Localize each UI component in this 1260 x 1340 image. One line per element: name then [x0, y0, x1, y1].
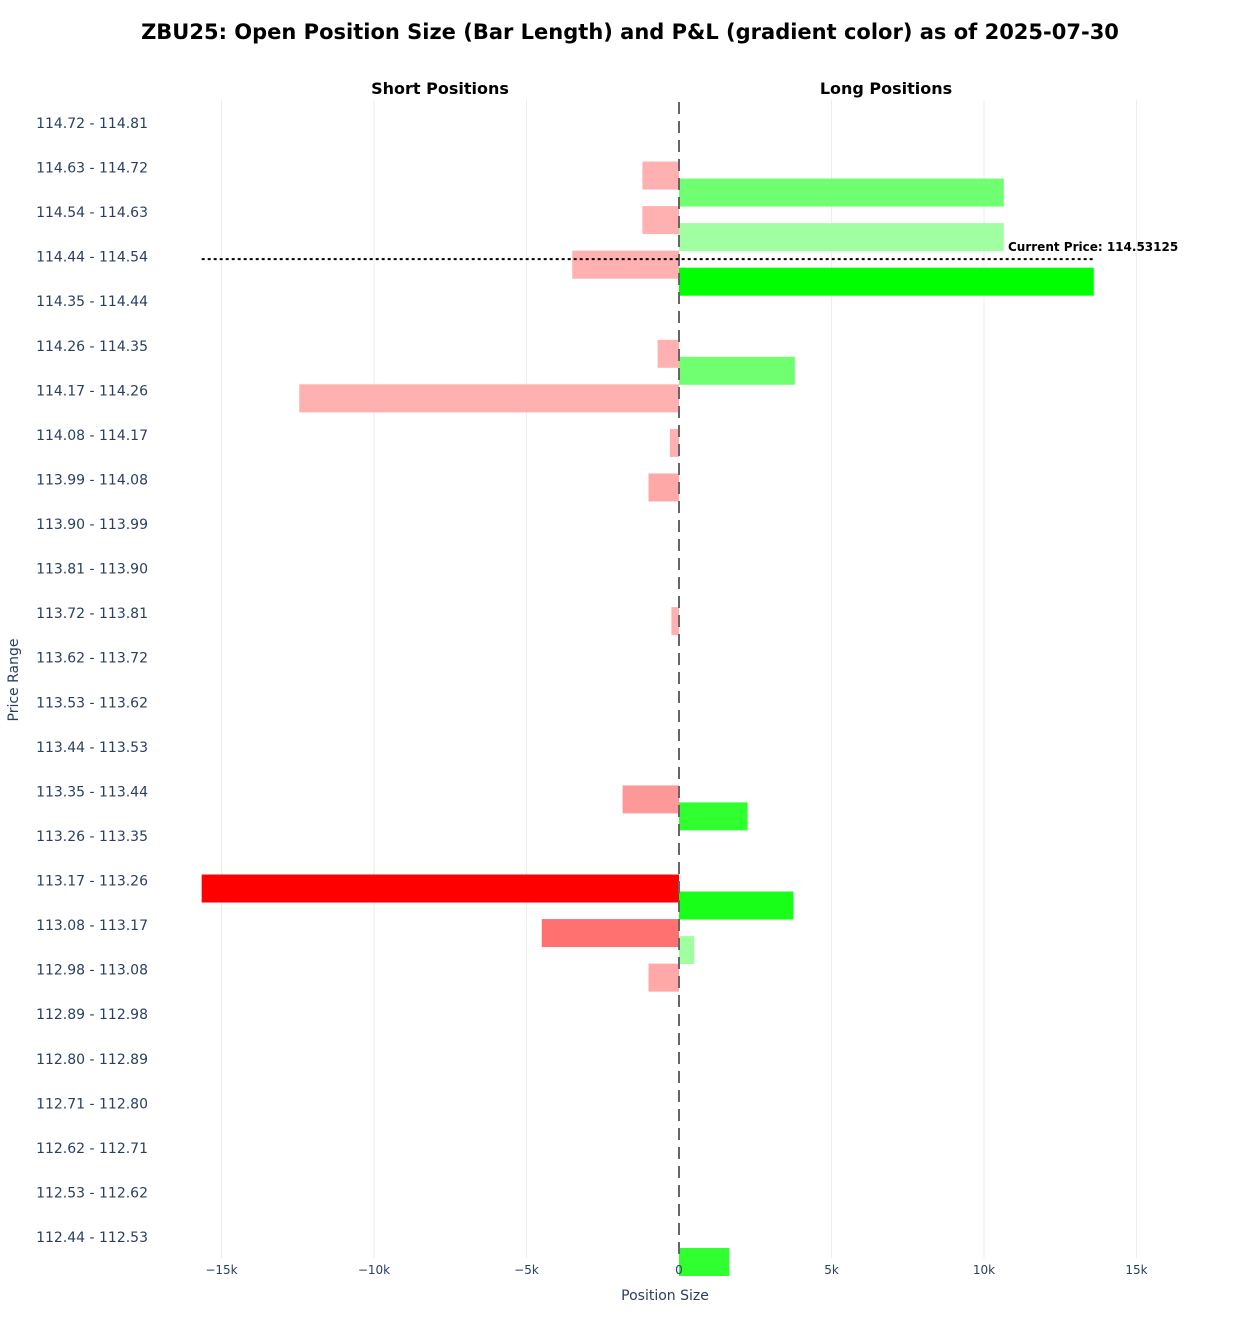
- y-axis-title: Price Range: [6, 639, 22, 722]
- long-bar: [679, 802, 748, 831]
- x-tick-label: −5k: [514, 1263, 539, 1277]
- y-category-label: 113.35 - 113.44: [36, 784, 148, 800]
- y-category-label: 113.99 - 114.08: [36, 472, 148, 488]
- short-bar: [642, 161, 679, 190]
- y-category-label: 113.44 - 113.53: [36, 740, 148, 756]
- y-category-label: 113.17 - 113.26: [36, 874, 148, 890]
- x-tick-label: 15k: [1125, 1263, 1147, 1277]
- y-category-label: 114.26 - 114.35: [36, 339, 148, 355]
- long-bar: [679, 936, 695, 965]
- short-bar: [201, 874, 680, 903]
- long-bar: [679, 356, 795, 385]
- short-bar: [657, 339, 679, 368]
- y-category-label: 113.81 - 113.90: [36, 562, 148, 578]
- y-category-label: 114.54 - 114.63: [36, 205, 148, 221]
- short-bar: [299, 384, 679, 413]
- y-category-label: 113.62 - 113.72: [36, 651, 148, 667]
- y-category-label: 114.35 - 114.44: [36, 294, 148, 310]
- short-bar: [541, 919, 679, 948]
- y-category-label: 113.53 - 113.62: [36, 695, 148, 711]
- y-category-label: 114.72 - 114.81: [36, 116, 148, 132]
- y-category-label: 112.71 - 112.80: [36, 1096, 148, 1112]
- short-bar: [648, 963, 679, 992]
- short-bar: [669, 428, 679, 457]
- y-category-label: 113.08 - 113.17: [36, 918, 148, 934]
- short-positions-title: Short Positions: [371, 79, 509, 98]
- long-bar: [679, 891, 794, 920]
- bar-layer: [201, 161, 1094, 1276]
- x-tick-label: −15k: [205, 1263, 237, 1277]
- y-category-label: 112.98 - 113.08: [36, 963, 148, 979]
- y-category-label: 114.63 - 114.72: [36, 161, 148, 177]
- y-category-label: 112.80 - 112.89: [36, 1052, 148, 1068]
- long-positions-title: Long Positions: [820, 79, 952, 98]
- x-tick-label: 0: [675, 1263, 683, 1277]
- y-category-label: 112.53 - 112.62: [36, 1185, 148, 1201]
- x-tick-label: −10k: [358, 1263, 390, 1277]
- x-axis-title: Position Size: [621, 1288, 709, 1304]
- x-tick-label: 10k: [973, 1263, 995, 1277]
- overlay-layer: Current Price: 114.53125: [201, 102, 1178, 1258]
- x-tick-label: 5k: [824, 1263, 839, 1277]
- label-layer: −15k −10k −5k 0 5k 10k 15k 114.72 - 114.81 114.6…: [36, 116, 1148, 1277]
- short-bar: [642, 206, 679, 235]
- y-category-label: 112.62 - 112.71: [36, 1141, 148, 1157]
- long-bar: [679, 178, 1004, 207]
- long-bar: [679, 267, 1094, 296]
- current-price-label: Current Price: 114.53125: [1008, 240, 1178, 254]
- y-category-label: 113.90 - 113.99: [36, 517, 148, 533]
- short-bar: [622, 785, 679, 814]
- y-category-label: 113.26 - 113.35: [36, 829, 148, 845]
- y-category-label: 113.72 - 113.81: [36, 606, 148, 622]
- long-bar: [679, 1248, 730, 1276]
- short-bar: [648, 473, 679, 502]
- long-bar: [679, 223, 1004, 252]
- short-bar: [572, 250, 679, 279]
- y-category-label: 112.89 - 112.98: [36, 1007, 148, 1023]
- y-category-label: 114.17 - 114.26: [36, 383, 148, 399]
- y-category-label: 114.44 - 114.54: [36, 250, 148, 266]
- chart-title: ZBU25: Open Position Size (Bar Length) a…: [141, 20, 1119, 44]
- short-bar: [671, 607, 679, 636]
- y-category-label: 112.44 - 112.53: [36, 1230, 148, 1246]
- y-category-label: 114.08 - 114.17: [36, 428, 148, 444]
